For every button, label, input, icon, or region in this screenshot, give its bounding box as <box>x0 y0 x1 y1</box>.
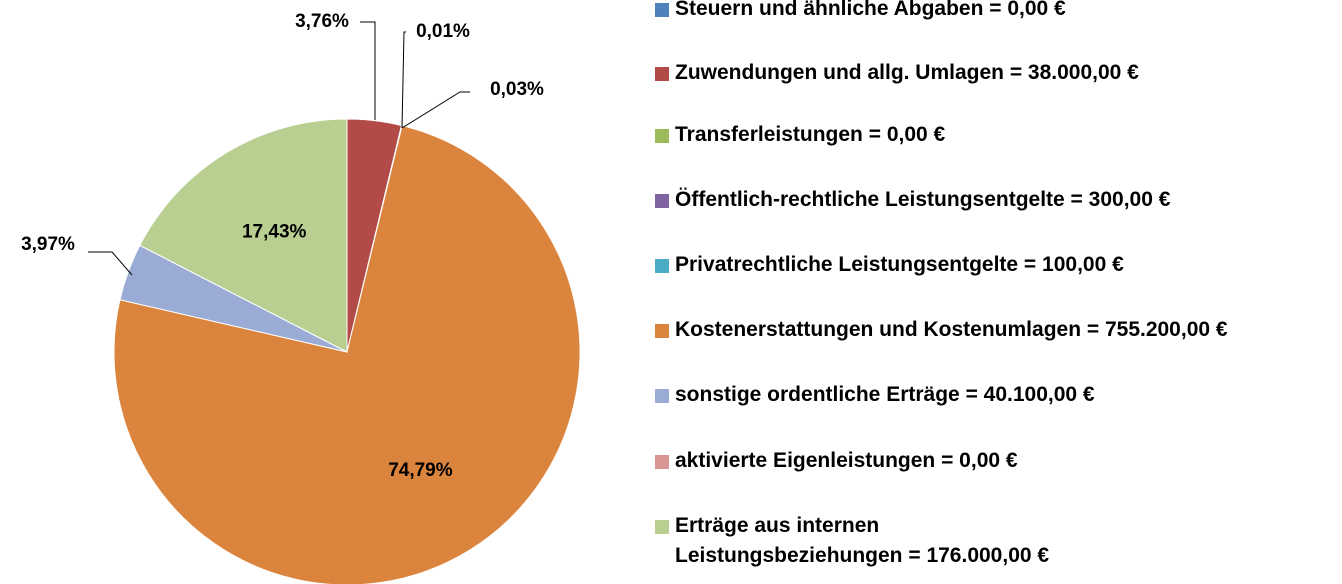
pie-slice <box>139 118 348 353</box>
data-label: 3,97% <box>21 234 75 255</box>
leader-line <box>401 31 406 129</box>
legend-label: Kostenerstattungen und Kostenumlagen = 7… <box>675 318 1228 341</box>
legend-swatch <box>655 259 669 273</box>
data-label: 17,43% <box>242 222 307 243</box>
legend-swatch <box>655 389 669 403</box>
leader-line <box>401 91 470 129</box>
leader-line <box>360 21 376 120</box>
legend-item: Zuwendungen und allg. Umlagen = 38.000,0… <box>655 58 1325 88</box>
legend-label: Transferleistungen = 0,00 € <box>675 123 946 146</box>
legend-swatch <box>655 455 669 469</box>
legend-swatch <box>655 67 669 81</box>
legend-item: Kostenerstattungen und Kostenumlagen = 7… <box>655 315 1325 345</box>
legend-swatch <box>655 520 669 534</box>
legend-label: Steuern und ähnliche Abgaben = 0,00 € <box>675 0 1066 20</box>
legend-label: aktivierte Eigenleistungen = 0,00 € <box>675 449 1018 472</box>
legend-label: Zuwendungen und allg. Umlagen = 38.000,0… <box>675 61 1139 84</box>
data-label: 0,03% <box>490 79 544 100</box>
legend-label: Erträge aus internen Leistungsbeziehunge… <box>675 514 1050 567</box>
legend-label: sonstige ordentliche Erträge = 40.100,00… <box>675 383 1095 406</box>
legend-item: Privatrechtliche Leistungsentgelte = 100… <box>655 250 1325 280</box>
legend-swatch <box>655 194 669 208</box>
leader-line <box>88 251 133 276</box>
legend-item: Öffentlich-rechtliche Leistungsentgelte … <box>655 185 1325 215</box>
legend-item: Transferleistungen = 0,00 € <box>655 120 1325 150</box>
legend-item: sonstige ordentliche Erträge = 40.100,00… <box>655 380 1325 410</box>
legend-label: Öffentlich-rechtliche Leistungsentgelte … <box>675 188 1171 211</box>
legend-swatch <box>655 3 669 17</box>
legend-swatch <box>655 324 669 338</box>
pie-slice <box>113 125 581 584</box>
legend-item: aktivierte Eigenleistungen = 0,00 € <box>655 446 1325 476</box>
legend-item: Erträge aus internen Leistungsbeziehunge… <box>655 511 1325 571</box>
data-label: 3,76% <box>295 11 349 32</box>
legend-item: Steuern und ähnliche Abgaben = 0,00 € <box>655 0 1325 24</box>
legend-swatch <box>655 129 669 143</box>
data-label: 0,01% <box>416 21 470 42</box>
data-label: 74,79% <box>388 460 453 481</box>
legend-label: Privatrechtliche Leistungsentgelte = 100… <box>675 253 1124 276</box>
